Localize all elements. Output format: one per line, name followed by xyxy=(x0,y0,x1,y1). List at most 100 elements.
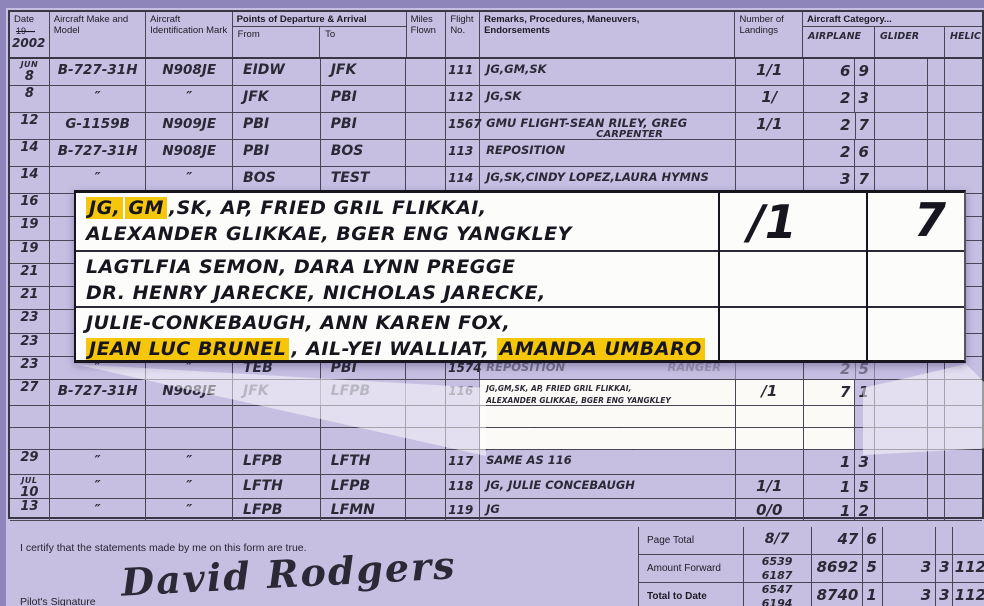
cell-airplane-hours: 1 xyxy=(804,450,856,474)
cell-airplane-hours: 3 xyxy=(804,167,856,193)
totals-glider-hours: 3 xyxy=(883,583,937,606)
header-date-label: Date xyxy=(14,14,35,25)
inset-handwriting-line: JG, GM ,SK, AP, FRIED GRIL FLIKKAI, xyxy=(86,196,964,222)
cell-date: 14 xyxy=(10,167,50,193)
table-row xyxy=(10,428,982,450)
totals-landings: 8/7 xyxy=(744,527,812,554)
cell-to: LFTH xyxy=(321,450,407,474)
header-cat-glider: GLIDER xyxy=(875,26,945,57)
header-date: Date 19— 2002 xyxy=(10,12,50,57)
inset-handwriting-line: ALEXANDER GLIKKAE, BGER ENG YANGKLEY xyxy=(86,223,572,245)
cell-date: 27 xyxy=(10,380,50,405)
cell-flight-no xyxy=(446,406,481,427)
cell-aircraft-ident: N909JE xyxy=(146,113,233,139)
highlighted-name: JG, xyxy=(86,197,124,219)
cell-flight-no xyxy=(446,428,481,449)
cell-aircraft-make: ″ xyxy=(50,475,147,498)
cell-aircraft-make xyxy=(50,406,147,427)
cell-aircraft-make: B-727-31H xyxy=(50,59,147,85)
cell-landings: 1/1 xyxy=(736,59,804,85)
table-row: 8 ″ ″ JFK PBI 112 JG,SK 1/2 3 xyxy=(10,86,982,113)
cell-helic-hours xyxy=(945,140,982,166)
cell-airplane-hours: 6 xyxy=(804,59,856,85)
cell-date: 12 xyxy=(10,113,50,139)
totals-helic-hours xyxy=(953,527,984,554)
cell-landings xyxy=(735,406,804,427)
cell-landings: 1/1 xyxy=(736,113,804,139)
totals-airplane-tenths: 5 xyxy=(863,555,884,582)
cell-date xyxy=(10,406,50,427)
totals-row: Page Total 8/7 47 6 xyxy=(638,527,984,555)
cell-glider-tenths xyxy=(928,406,946,427)
cell-remarks: JG,SK,CINDY LOPEZ,LAURA HYMNS xyxy=(480,167,736,193)
cell-aircraft-ident: ″ xyxy=(146,475,234,498)
cell-landings xyxy=(736,450,804,474)
cell-date: 23 xyxy=(10,356,50,379)
cell-date: 19 xyxy=(10,217,50,240)
cell-from: LFPB xyxy=(233,499,321,520)
cell-airplane-tenths: 1 xyxy=(855,380,876,405)
table-row: JUN 8 B-727-31H N908JE EIDW JFK 111 JG,GM,SK 1/1… xyxy=(10,59,982,86)
cell-glider-hours xyxy=(875,113,929,139)
inset-handwriting-line: DR. HENRY JARECKE, NICHOLAS JARECKE, xyxy=(86,282,546,304)
cell-landings: 1/1 xyxy=(736,475,804,498)
cell-from xyxy=(233,428,321,449)
cell-aircraft-make: ″ xyxy=(50,450,147,474)
cell-landings: /1 xyxy=(735,380,804,405)
cell-remarks xyxy=(480,406,736,427)
cell-airplane-tenths: 9 xyxy=(855,59,876,85)
table-row: 14 B-727-31H N908JE PBI BOS 113 REPOSITION 2 6 xyxy=(10,140,982,167)
header-remarks: Remarks, Procedures, Maneuvers, Endorsem… xyxy=(480,12,736,57)
cell-to: PBI xyxy=(321,113,407,139)
totals-glider-hours: 3 xyxy=(883,555,937,582)
cell-aircraft-ident: N908JE xyxy=(146,380,234,405)
totals-label: Amount Forward xyxy=(639,555,744,582)
totals-airplane-tenths: 1 xyxy=(863,583,884,606)
cell-aircraft-ident: ″ xyxy=(146,167,234,193)
pilot-signature-label: Pilot's Signature xyxy=(20,596,96,606)
header-flight-no: Flight No. xyxy=(446,12,481,57)
header-make: Aircraft Make and Model xyxy=(50,12,147,57)
cell-from: LFTH xyxy=(233,475,321,498)
cell-to: LFMN xyxy=(321,499,407,520)
cell-date: 23 xyxy=(10,333,50,356)
cell-miles xyxy=(406,113,447,139)
cell-glider-tenths xyxy=(928,59,946,85)
totals-landings: 6547 6194 xyxy=(744,583,812,606)
cell-glider-hours xyxy=(875,59,929,85)
cell-from: JFK xyxy=(233,380,321,405)
cell-airplane-hours: 2 xyxy=(804,356,856,379)
cell-glider-tenths xyxy=(928,450,946,474)
certification-text: I certify that the statements made by me… xyxy=(20,542,307,554)
cell-date: JUN 8 xyxy=(10,59,50,85)
cell-date: 8 xyxy=(10,86,50,112)
cell-remarks: JG xyxy=(480,499,736,520)
cell-airplane-tenths: 7 xyxy=(855,167,876,193)
cell-aircraft-make: ″ xyxy=(50,86,147,112)
cell-airplane-hours: 2 xyxy=(804,113,856,139)
cell-airplane-tenths xyxy=(855,428,876,449)
header-landings: Number of Landings xyxy=(735,12,803,57)
header-miles: Miles Flown xyxy=(407,12,447,57)
cell-helic-hours xyxy=(945,406,982,427)
cell-remarks: REPOSITION RANGER xyxy=(480,356,737,379)
cell-airplane-tenths xyxy=(855,406,876,427)
cell-flight-no: 117 xyxy=(446,450,481,474)
written-year: 2002 xyxy=(12,35,46,50)
cell-helic-hours xyxy=(945,499,982,520)
cell-remarks xyxy=(480,428,736,449)
totals-landings: 6539 6187 xyxy=(744,555,812,582)
cell-aircraft-make: ″ xyxy=(50,499,147,520)
cell-to: TEST xyxy=(321,167,407,193)
cell-landings: 1/ xyxy=(736,86,804,112)
table-row xyxy=(10,406,982,428)
highlighted-name: AMANDA UMBARO xyxy=(496,338,705,360)
cell-miles xyxy=(406,380,447,405)
cell-to: LFPB xyxy=(321,475,407,498)
cell-from: PBI xyxy=(233,113,321,139)
cell-from: EIDW xyxy=(233,59,321,85)
cell-flight-no: 112 xyxy=(446,86,481,112)
cell-airplane-tenths: 6 xyxy=(855,140,876,166)
totals-label: Total to Date xyxy=(639,583,744,606)
highlighted-name: JEAN LUC BRUNEL xyxy=(86,338,290,360)
